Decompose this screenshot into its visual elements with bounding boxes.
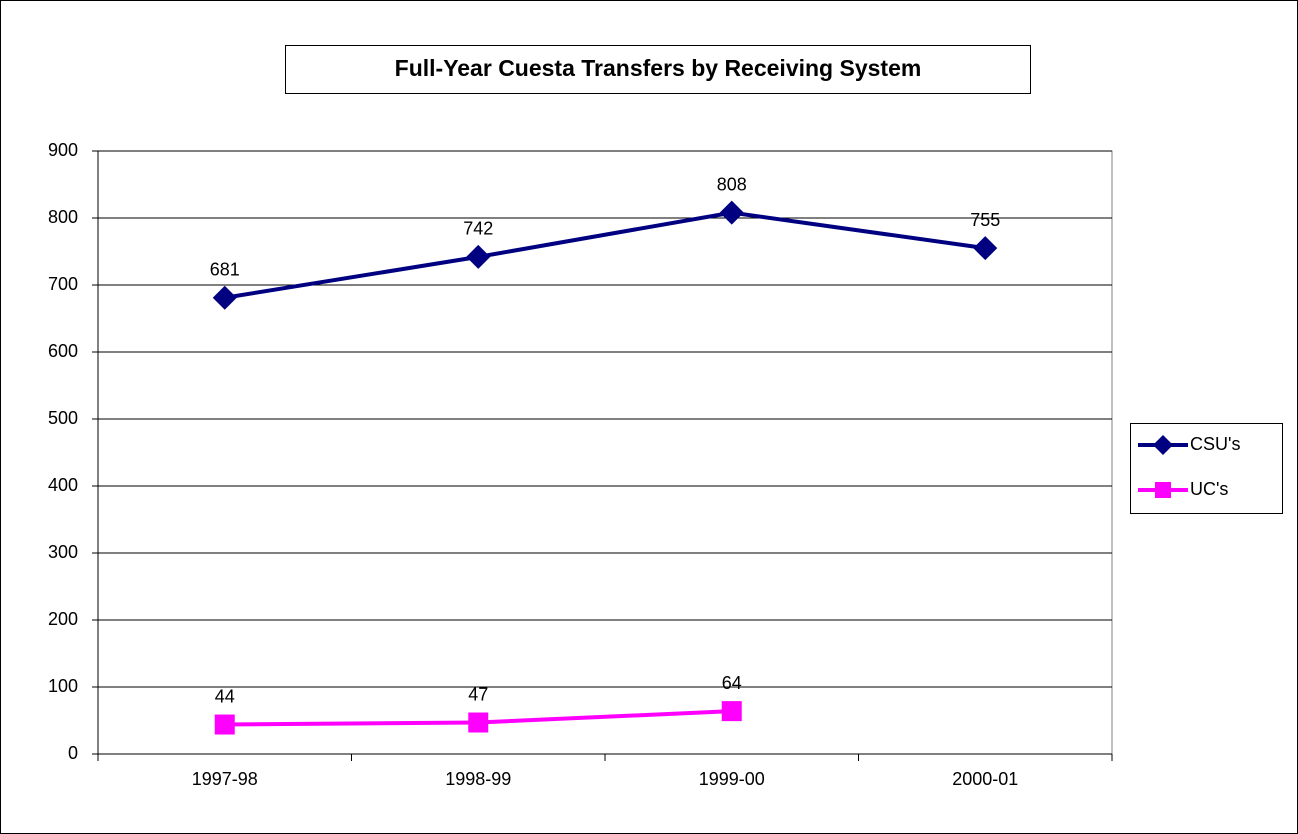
chart-title: Full-Year Cuesta Transfers by Receiving …	[395, 55, 922, 81]
data-label: 681	[210, 259, 240, 279]
legend-marker	[1153, 435, 1173, 455]
legend-label: CSU's	[1190, 434, 1240, 454]
y-tick-label: 600	[48, 341, 78, 361]
legend-box	[1130, 423, 1283, 514]
data-label: 64	[722, 673, 742, 693]
y-tick-label: 800	[48, 207, 78, 227]
x-tick-label: 1999-00	[699, 769, 765, 789]
data-label: 755	[970, 210, 1000, 230]
y-tick-label: 400	[48, 475, 78, 495]
title-box	[285, 45, 1031, 94]
point	[212, 285, 237, 310]
legend-label: UC's	[1190, 479, 1228, 499]
y-tick-label: 700	[48, 274, 78, 294]
x-tick-label: 2000-01	[952, 769, 1018, 789]
data-label: 742	[463, 219, 493, 239]
y-tick-label: 100	[48, 676, 78, 696]
y-tick-label: 200	[48, 609, 78, 629]
data-label: 808	[717, 174, 747, 194]
y-tick-label: 300	[48, 542, 78, 562]
data-label: 44	[215, 686, 235, 706]
x-tick-label: 1998-99	[445, 769, 511, 789]
point	[973, 236, 998, 261]
x-tick-label: 1997-98	[192, 769, 258, 789]
data-label: 47	[468, 684, 488, 704]
point	[214, 714, 235, 735]
y-tick-label: 900	[48, 140, 78, 160]
point	[719, 200, 744, 225]
plot-area	[97, 150, 1113, 755]
point	[721, 701, 742, 722]
series-line	[224, 210, 986, 300]
y-tick-label: 500	[48, 408, 78, 428]
point	[468, 712, 489, 733]
point	[466, 244, 491, 269]
legend-marker	[1155, 482, 1171, 498]
y-tick-label: 0	[68, 743, 78, 763]
